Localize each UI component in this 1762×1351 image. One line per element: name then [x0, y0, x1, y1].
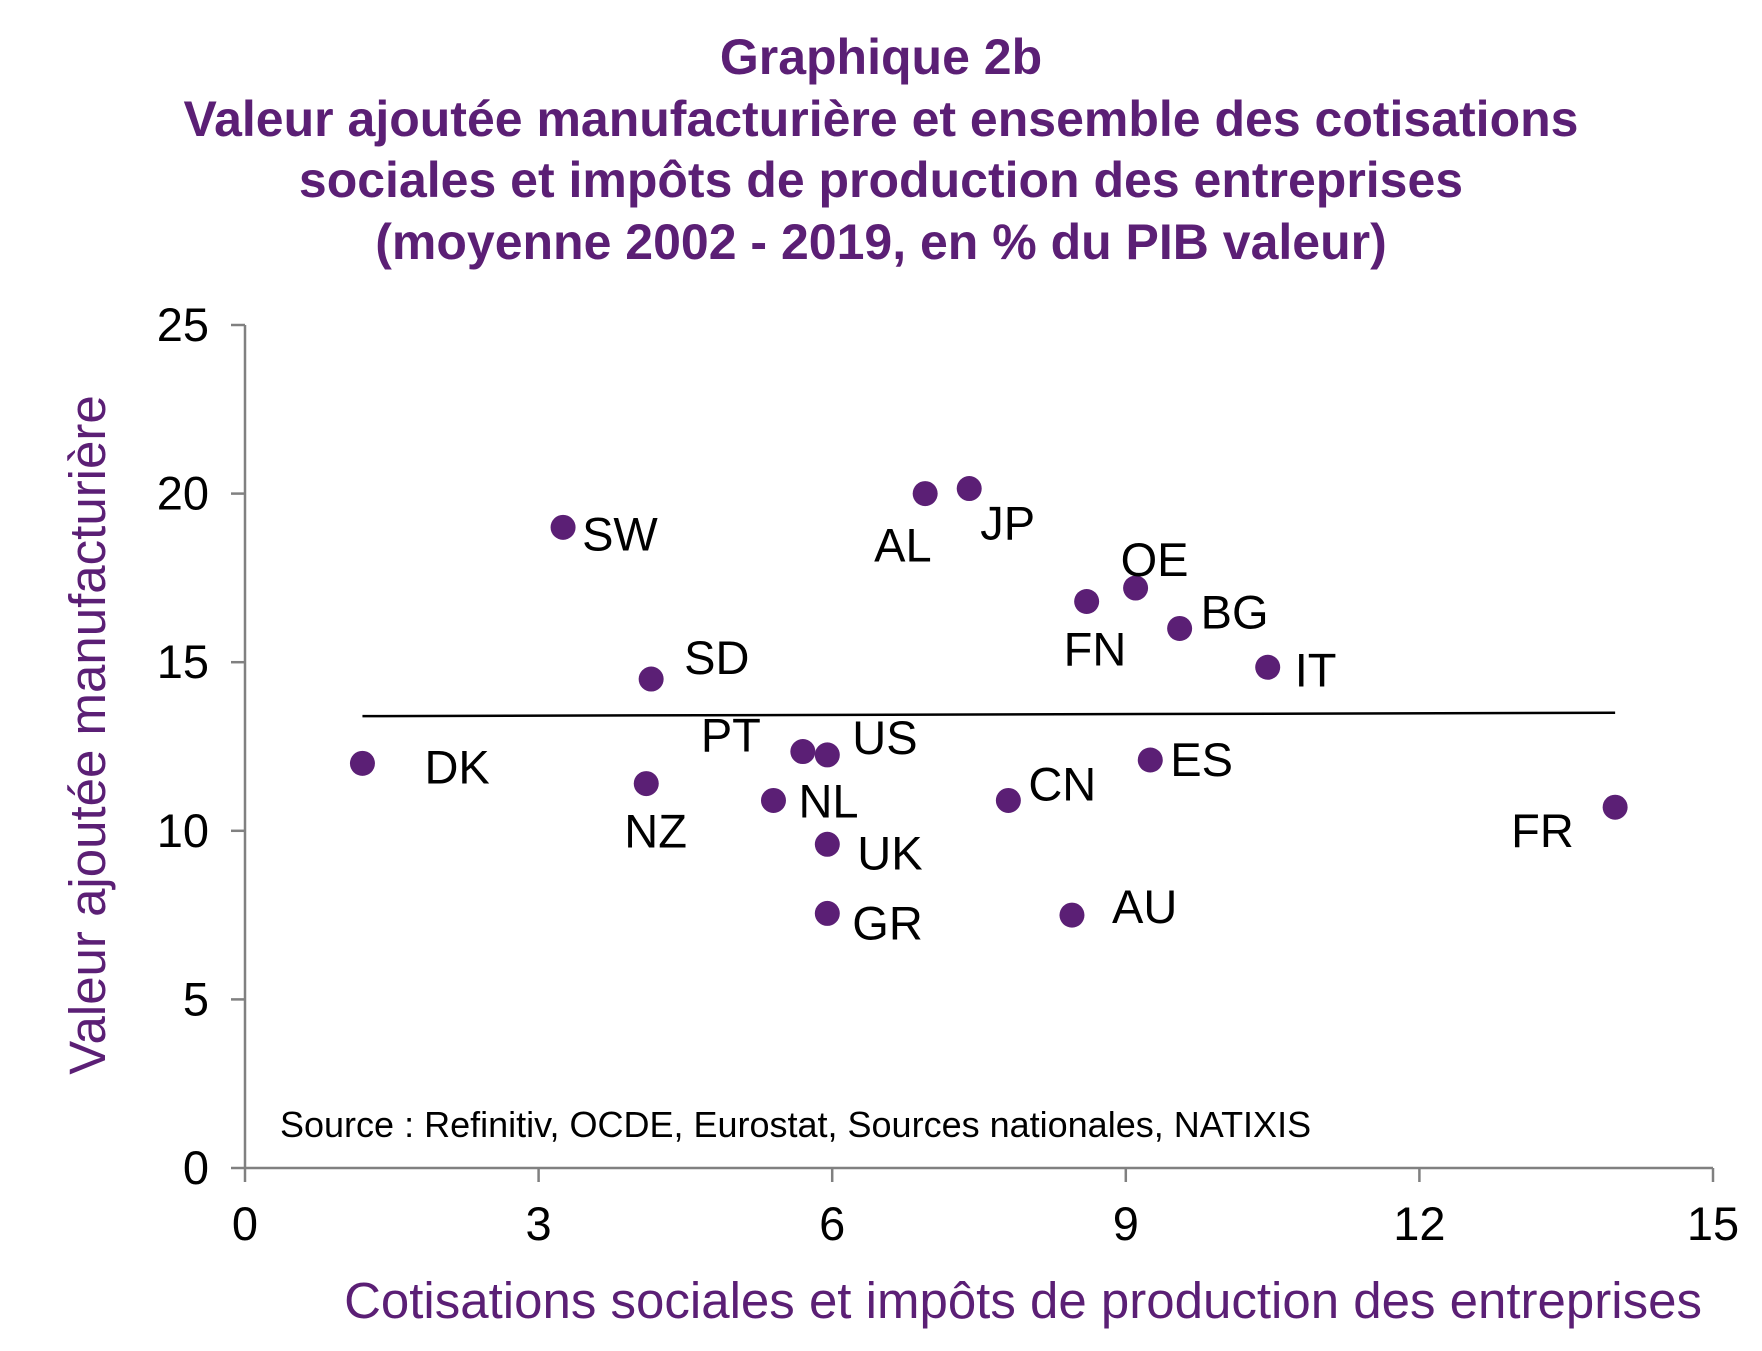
data-point-nl [760, 787, 786, 813]
x-axis-title: Cotisations sociales et impôts de produc… [344, 1272, 1702, 1329]
point-label-it: IT [1295, 643, 1337, 696]
y-tick-label: 25 [157, 298, 209, 351]
x-tick-label: 9 [1113, 1197, 1139, 1250]
point-label-fn: FN [1064, 623, 1127, 676]
x-tick-label: 12 [1393, 1197, 1445, 1250]
point-label-al: AL [874, 519, 932, 572]
points-group [349, 476, 1628, 928]
data-point-nz [633, 771, 659, 797]
data-point-oe [1123, 575, 1149, 601]
data-point-sd [638, 666, 664, 692]
data-point-it [1255, 654, 1281, 680]
y-tick-label: 15 [157, 635, 209, 688]
chart-subtitle-line-3: (moyenne 2002 - 2019, en % du PIB valeur… [375, 214, 1387, 270]
trendline-group [362, 711, 1616, 718]
chart-subtitle-line-1: Valeur ajoutée manufacturière et ensembl… [184, 91, 1579, 147]
y-tick-label: 0 [183, 1141, 209, 1194]
point-label-gr: GR [852, 896, 923, 949]
point-label-cn: CN [1028, 757, 1096, 810]
y-axis-title: Valeur ajoutée manufacturière [59, 395, 116, 1074]
point-label-us: US [852, 711, 917, 764]
point-label-oe: OE [1121, 533, 1189, 586]
point-label-nl: NL [798, 774, 858, 827]
point-label-sw: SW [582, 507, 658, 560]
data-point-pt [790, 739, 816, 765]
data-point-bg [1167, 615, 1193, 641]
data-point-fr [1602, 794, 1628, 820]
data-point-uk [814, 831, 840, 857]
point-label-fr: FR [1511, 804, 1574, 857]
data-point-al [912, 481, 938, 507]
chart-subtitle-line-2: sociales et impôts de production des ent… [299, 152, 1463, 208]
y-tick-label: 20 [157, 467, 209, 520]
data-point-fn [1074, 589, 1100, 615]
point-label-au: AU [1112, 880, 1177, 933]
point-label-nz: NZ [624, 805, 687, 858]
x-tick-label: 15 [1687, 1197, 1739, 1250]
data-point-cn [995, 787, 1021, 813]
point-label-sd: SD [684, 631, 749, 684]
y-tick-label: 5 [183, 972, 209, 1025]
point-label-pt: PT [701, 709, 761, 762]
data-point-au [1059, 902, 1085, 928]
x-tick-label: 6 [819, 1197, 845, 1250]
data-point-us [814, 742, 840, 768]
source-note: Source : Refinitiv, OCDE, Eurostat, Sour… [280, 1104, 1311, 1145]
data-point-gr [814, 900, 840, 926]
data-point-dk [349, 750, 375, 776]
x-tick-label: 3 [526, 1197, 552, 1250]
point-label-jp: JP [980, 497, 1035, 550]
chart-title-group: Graphique 2b Valeur ajoutée manufacturiè… [184, 29, 1579, 270]
data-point-jp [956, 476, 982, 502]
data-point-es [1137, 747, 1163, 773]
axes-group: 0 5 10 15 20 25 0 3 6 9 12 15 [157, 298, 1739, 1250]
trendline [362, 711, 1616, 718]
point-label-bg: BG [1201, 585, 1269, 638]
point-labels-group: DK SW NZ SD NL PT US UK GR AL JP CN AU FN OE ES BG IT FR [424, 497, 1573, 950]
chart-title: Graphique 2b [720, 29, 1042, 85]
data-point-sw [550, 514, 576, 540]
point-label-es: ES [1170, 733, 1233, 786]
point-label-uk: UK [857, 826, 922, 879]
x-tick-label: 0 [232, 1197, 258, 1250]
y-tick-label: 10 [157, 804, 209, 857]
point-label-dk: DK [424, 740, 489, 793]
